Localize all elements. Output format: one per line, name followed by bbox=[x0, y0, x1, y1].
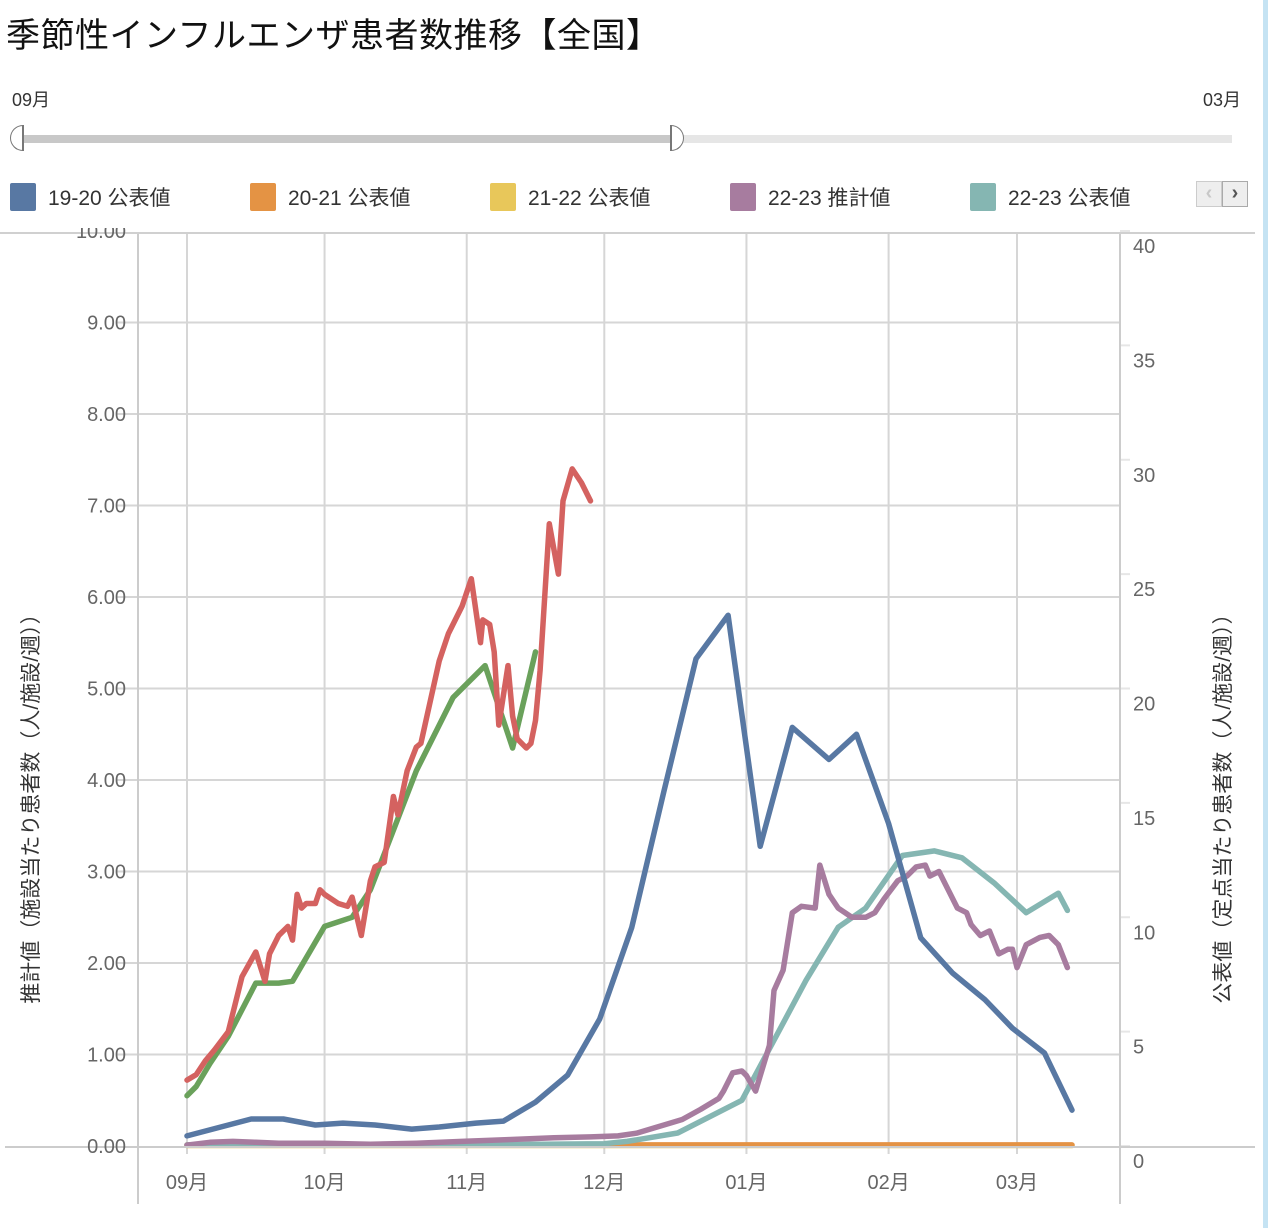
series-line-19-20-公表値 bbox=[184, 612, 1075, 1139]
line-chart: 0.00 1.00 2.00 3.00 4.00 5.00 6.00 7.00 8.00 9.00… bbox=[0, 228, 1255, 1204]
range-slider-selection[interactable] bbox=[24, 135, 678, 143]
right-tick-label: 25 bbox=[1133, 579, 1155, 601]
range-start-label: 09月 bbox=[12, 90, 51, 110]
page-title: 季節性インフルエンザ患者数推移【全国】 bbox=[6, 17, 661, 55]
x-tick-label: 09月 bbox=[166, 1172, 208, 1194]
right-tick-label: 5 bbox=[1133, 1037, 1144, 1059]
x-tick-label: 01月 bbox=[725, 1172, 767, 1194]
x-tick-label: 11月 bbox=[446, 1172, 487, 1194]
grid-lines bbox=[116, 230, 1130, 1154]
range-slider-start-handle[interactable] bbox=[10, 125, 24, 151]
series-line-unlabeled-5 bbox=[184, 466, 594, 1083]
series-line-22-23-公表値 bbox=[184, 848, 1071, 1148]
legend-swatch bbox=[490, 183, 516, 211]
left-tick-label: 5.00 bbox=[87, 679, 126, 701]
right-tick-label: 15 bbox=[1133, 808, 1155, 830]
legend-pager: ‹ › bbox=[1196, 181, 1248, 207]
left-tick-label: 0.00 bbox=[87, 1136, 126, 1158]
x-tick-label: 10月 bbox=[303, 1172, 345, 1194]
legend-label: 22-23 推計値 bbox=[768, 187, 891, 210]
chart-legend: 19-20 公表値 20-21 公表値 21-22 公表値 22-23 推計値 … bbox=[10, 181, 1190, 215]
right-tick-label: 35 bbox=[1133, 350, 1155, 372]
legend-item-22-23-public[interactable]: 22-23 公表値 bbox=[970, 181, 1131, 213]
right-tick-label: 20 bbox=[1133, 694, 1155, 716]
left-tick-label: 1.00 bbox=[87, 1045, 126, 1067]
legend-swatch bbox=[970, 183, 996, 211]
tick-labels: 0.00 1.00 2.00 3.00 4.00 5.00 6.00 7.00 8.00 9.00… bbox=[76, 228, 1155, 1194]
left-axis-title: 推計値（施設当たり患者数（人/施設/週）） bbox=[20, 603, 43, 1003]
legend-item-21-22-public[interactable]: 21-22 公表値 bbox=[490, 181, 651, 213]
left-tick-label: 3.00 bbox=[87, 862, 126, 884]
right-tick-label: 30 bbox=[1133, 465, 1155, 487]
right-tick-label: 40 bbox=[1133, 236, 1155, 258]
window-edge bbox=[1263, 0, 1268, 1228]
legend-label: 20-21 公表値 bbox=[288, 187, 411, 210]
series-line-unlabeled-6 bbox=[184, 649, 539, 1099]
legend-label: 21-22 公表値 bbox=[528, 187, 651, 210]
chevron-right-icon[interactable]: › bbox=[1222, 181, 1248, 207]
right-axis-title: 公表値（定点当たり患者数（人/施設/週）） bbox=[1212, 603, 1235, 1003]
legend-item-19-20-public[interactable]: 19-20 公表値 bbox=[10, 181, 171, 213]
x-tick-label: 12月 bbox=[583, 1172, 625, 1194]
legend-item-20-21-public[interactable]: 20-21 公表値 bbox=[250, 181, 411, 213]
chevron-left-icon[interactable]: ‹ bbox=[1196, 181, 1222, 207]
legend-label: 22-23 公表値 bbox=[1008, 187, 1131, 210]
left-tick-label: 9.00 bbox=[87, 313, 126, 335]
left-tick-label: 6.00 bbox=[87, 587, 126, 609]
series-line-22-23-推計値 bbox=[184, 862, 1071, 1148]
legend-swatch bbox=[730, 183, 756, 211]
legend-label: 19-20 公表値 bbox=[48, 187, 171, 210]
x-tick-label: 03月 bbox=[996, 1172, 1038, 1194]
right-tick-label: 10 bbox=[1133, 922, 1155, 944]
x-tick-label: 02月 bbox=[867, 1172, 909, 1194]
left-tick-label: 7.00 bbox=[87, 496, 126, 518]
right-tick-label: 0 bbox=[1133, 1151, 1144, 1173]
legend-swatch bbox=[250, 183, 276, 211]
left-tick-label: 8.00 bbox=[87, 404, 126, 426]
axes bbox=[0, 232, 1255, 1204]
range-slider-end-handle[interactable] bbox=[670, 125, 684, 151]
legend-item-22-23-estimate[interactable]: 22-23 推計値 bbox=[730, 181, 891, 213]
series-lines bbox=[184, 466, 1075, 1149]
legend-swatch bbox=[10, 183, 36, 211]
range-end-label: 03月 bbox=[1203, 90, 1242, 110]
left-tick-label: 4.00 bbox=[87, 770, 126, 792]
left-tick-label: 10.00 bbox=[76, 228, 126, 243]
left-tick-label: 2.00 bbox=[87, 953, 126, 975]
